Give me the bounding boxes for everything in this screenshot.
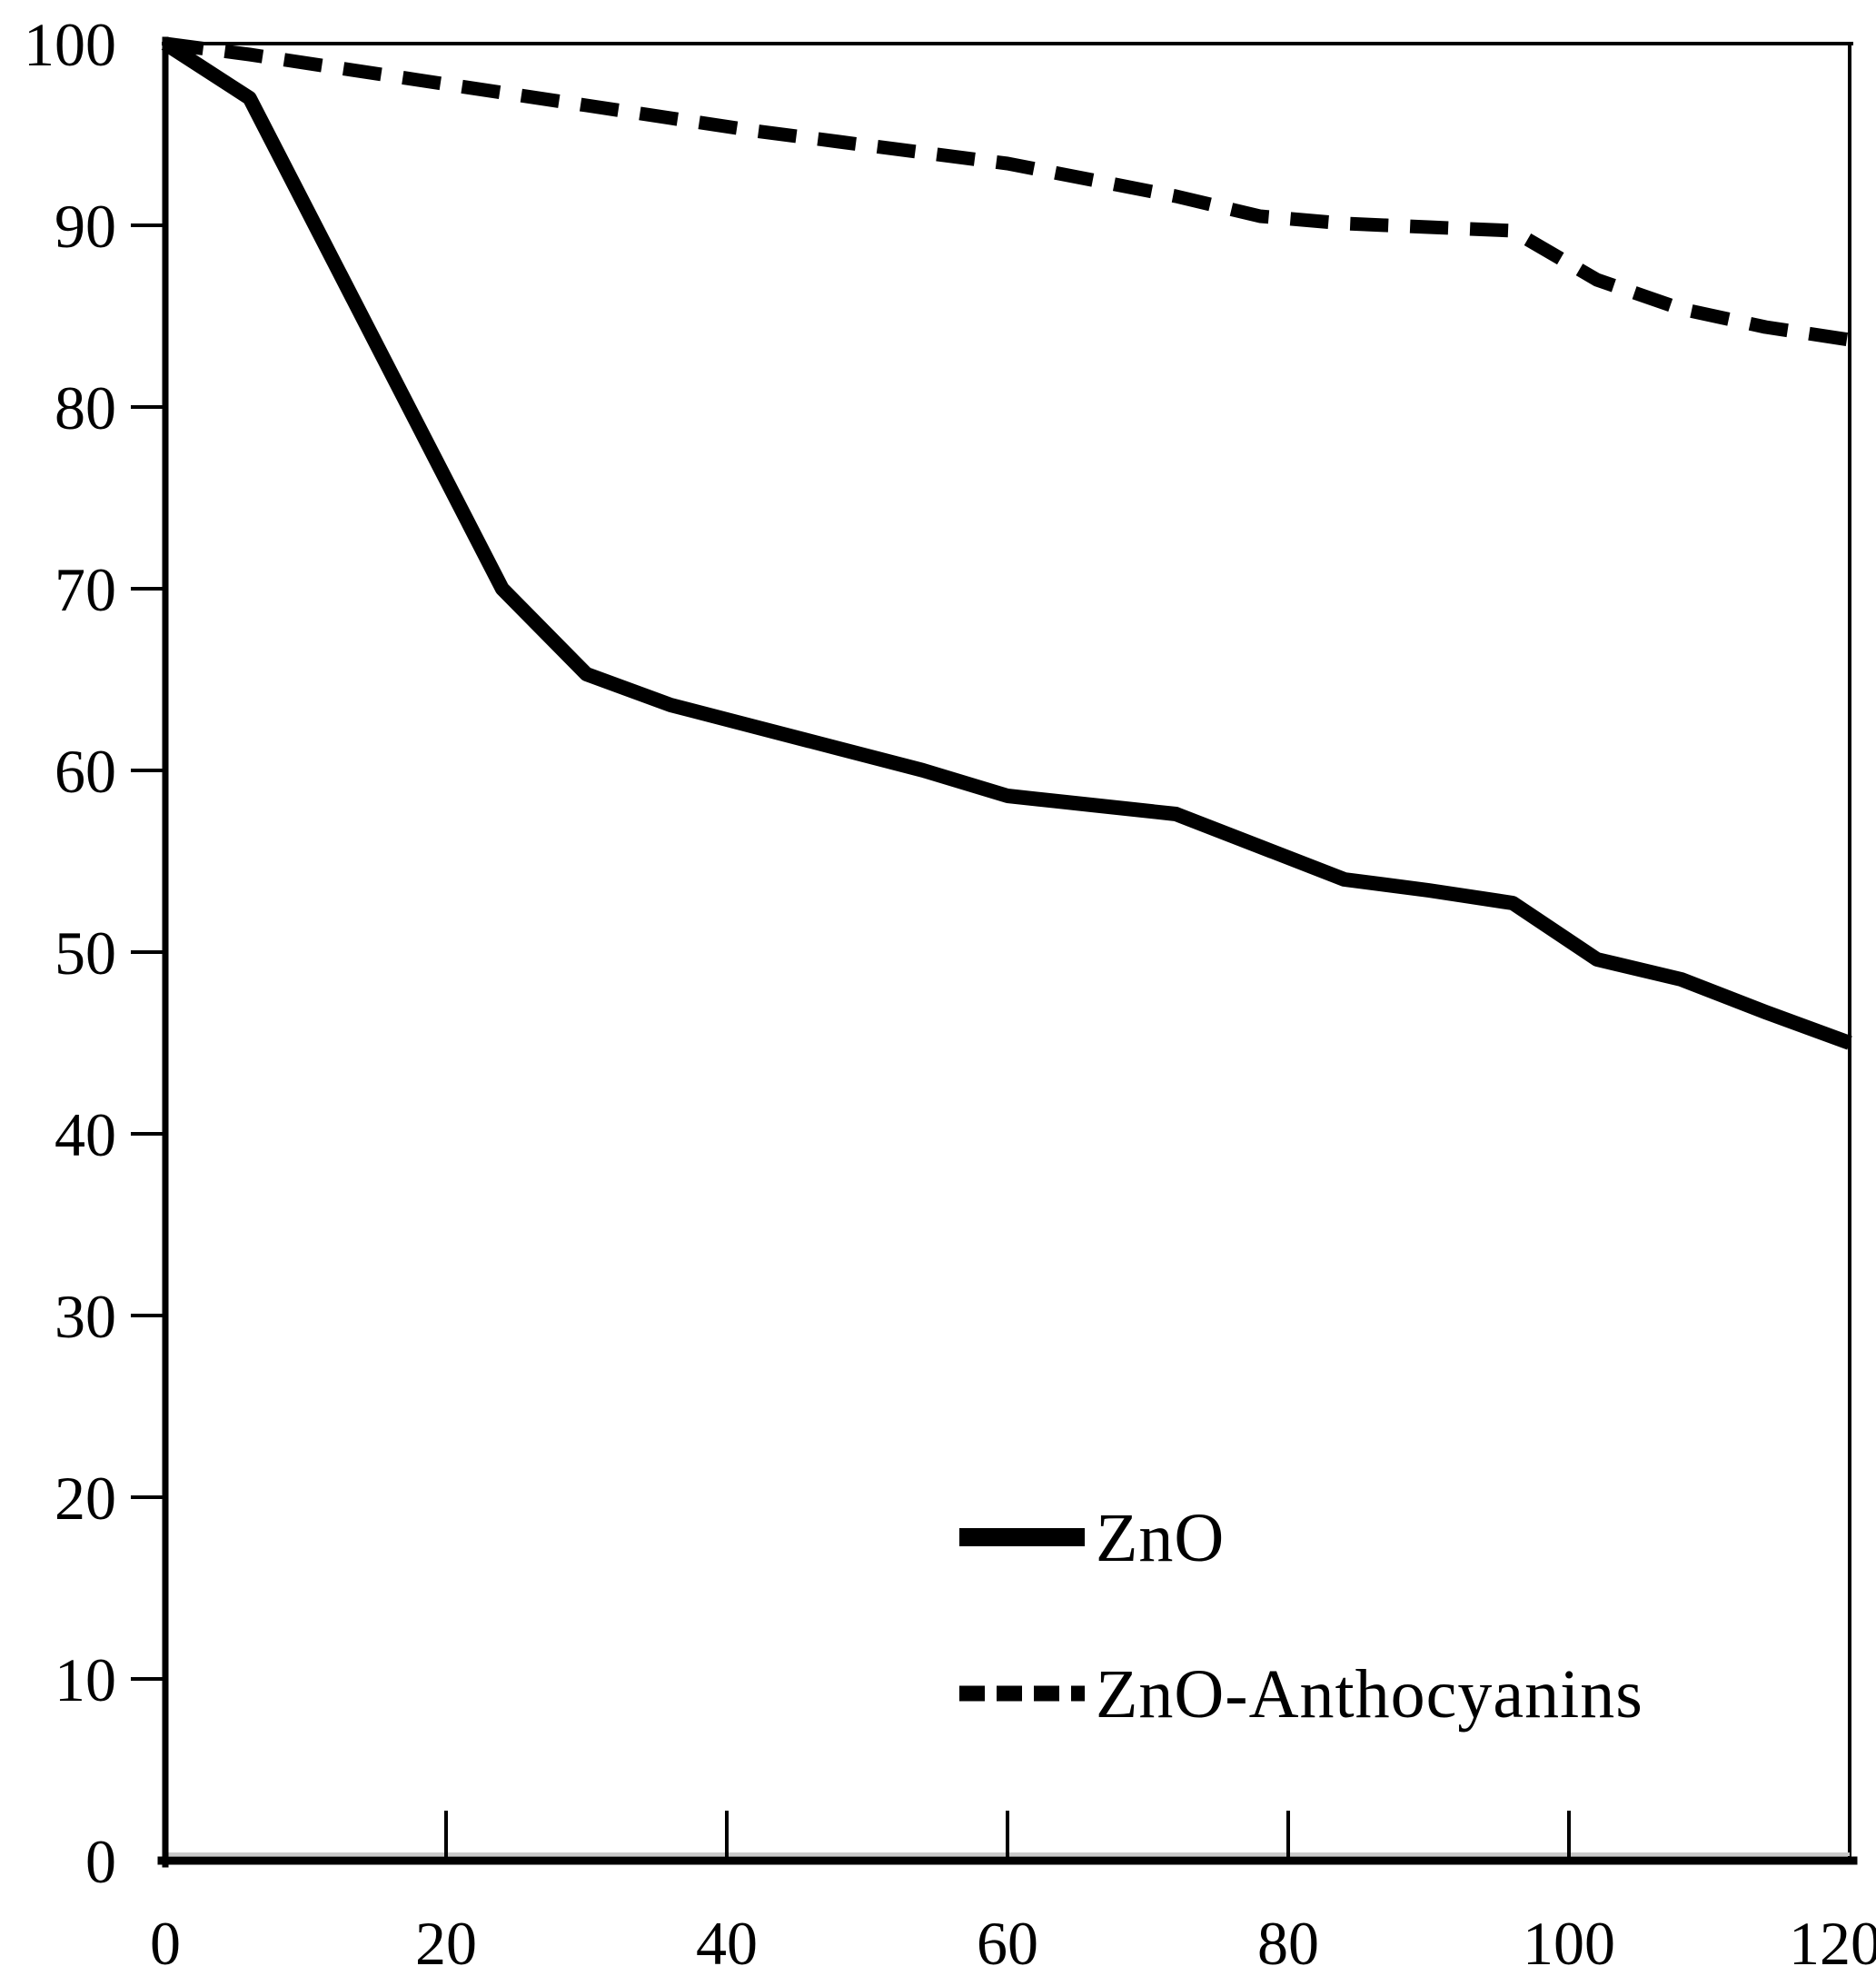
series-line-zno-anthocyanins (164, 36, 1851, 347)
y-tick-label: 30 (55, 1282, 116, 1351)
data-series (161, 36, 1852, 1050)
y-tick-label: 80 (55, 373, 116, 442)
legend-label-zno-anthocyanins: ZnO-Anthocyanins (1096, 1656, 1643, 1733)
y-tick-label: 60 (55, 737, 116, 806)
x-tick-label: 60 (977, 1909, 1038, 1978)
y-axis-ticks (131, 223, 167, 1681)
y-tick-label: 10 (55, 1645, 116, 1714)
x-axis-labels: 0 20 40 60 80 100 120 (150, 1909, 1876, 1978)
x-tick-label: 100 (1523, 1909, 1615, 1978)
x-tick-label: 80 (1257, 1909, 1319, 1978)
y-tick-label: 20 (55, 1464, 116, 1533)
chart-legend: ZnO ZnO-Anthocyanins (959, 1500, 1643, 1733)
y-tick-label: 50 (55, 919, 116, 988)
x-axis-ticks (444, 1811, 1571, 1859)
legend-label-zno: ZnO (1096, 1500, 1225, 1576)
y-tick-label: 70 (55, 555, 116, 624)
y-tick-label: 40 (55, 1100, 116, 1169)
y-tick-label: 100 (24, 10, 116, 79)
x-tick-label: 20 (415, 1909, 477, 1978)
y-tick-label: 0 (85, 1827, 116, 1896)
y-tick-label: 90 (55, 192, 116, 261)
plot-frame (157, 36, 1858, 1868)
x-tick-label: 120 (1789, 1909, 1876, 1978)
series-line-zno (161, 37, 1852, 1050)
x-tick-label: 40 (696, 1909, 758, 1978)
y-axis-labels: 0 10 20 30 40 50 60 70 80 90 100 (24, 10, 116, 1896)
x-tick-label: 0 (150, 1909, 181, 1978)
